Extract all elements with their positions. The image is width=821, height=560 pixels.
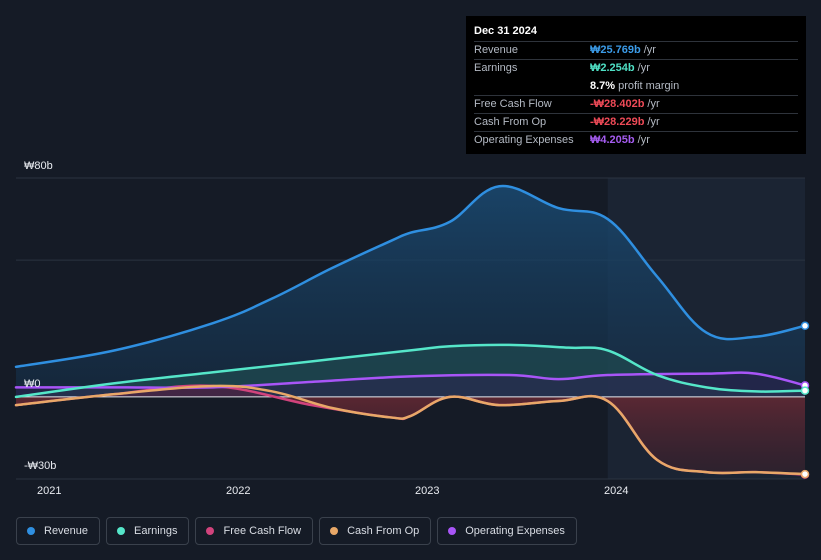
tooltip-value: -₩28.229b xyxy=(590,116,645,128)
chart-legend: Revenue Earnings Free Cash Flow Cash Fro… xyxy=(16,517,577,545)
tooltip-value: -₩28.402b xyxy=(590,98,645,110)
legend-item-cash-from-op[interactable]: Cash From Op xyxy=(319,517,432,545)
x-axis-label-2023: 2023 xyxy=(415,485,440,497)
tooltip-row-cash-from-op: Cash From Op -₩28.229b /yr xyxy=(474,113,798,131)
tooltip-row-free-cash-flow: Free Cash Flow -₩28.402b /yr xyxy=(474,95,798,113)
revenue-line xyxy=(14,184,807,369)
x-axis-label-2021: 2021 xyxy=(37,485,62,497)
legend-label: Operating Expenses xyxy=(465,525,565,537)
x-axis-label-2024: 2024 xyxy=(604,485,629,497)
revenue-end-marker xyxy=(800,321,810,331)
y-axis-label-zero: ₩0 xyxy=(24,378,41,390)
cash-from-op-line xyxy=(14,384,807,476)
legend-label: Revenue xyxy=(44,525,89,537)
cash-from-op-end-marker xyxy=(800,469,810,479)
tooltip-unit: /yr xyxy=(637,62,650,74)
tooltip-value: ₩2.254b xyxy=(590,62,635,74)
tooltip-unit: profit margin xyxy=(618,80,680,92)
tooltip-label: Cash From Op xyxy=(474,116,547,128)
y-axis-label-bottom: -₩30b xyxy=(24,460,57,472)
legend-item-earnings[interactable]: Earnings xyxy=(106,517,190,545)
tooltip-unit: /yr xyxy=(643,44,656,56)
tooltip-value: 8.7% xyxy=(590,80,616,92)
tooltip-date: Dec 31 2024 xyxy=(474,25,537,37)
legend-dot-icon xyxy=(27,527,35,535)
x-axis-label-2022: 2022 xyxy=(226,485,251,497)
tooltip-label: Earnings xyxy=(474,62,518,74)
legend-label: Free Cash Flow xyxy=(223,525,302,537)
operating-expenses-area xyxy=(16,372,805,397)
tooltip-unit: /yr xyxy=(647,116,660,128)
data-tooltip: Dec 31 2024 Revenue ₩25.769b /yr Earning… xyxy=(466,16,806,154)
tooltip-row-profit-margin: 8.7% profit margin xyxy=(474,77,798,95)
tooltip-label: Operating Expenses xyxy=(474,134,574,146)
earnings-end-marker xyxy=(800,386,810,395)
legend-label: Cash From Op xyxy=(347,525,420,537)
chart-area xyxy=(14,177,810,480)
legend-dot-icon xyxy=(448,527,457,535)
tooltip-row-earnings: Earnings ₩2.254b /yr xyxy=(474,59,798,77)
legend-item-operating-expenses[interactable]: Operating Expenses xyxy=(437,517,577,545)
tooltip-unit: /yr xyxy=(647,98,660,110)
tooltip-label: Revenue xyxy=(474,44,519,56)
revenue-area xyxy=(16,185,805,397)
tooltip-value: ₩25.769b xyxy=(590,44,641,56)
tooltip-row-operating-expenses: Operating Expenses ₩4.205b /yr xyxy=(474,131,798,149)
tooltip-value: ₩4.205b xyxy=(590,134,635,146)
legend-dot-icon xyxy=(117,527,126,535)
tooltip-label: Free Cash Flow xyxy=(474,98,552,110)
tooltip-unit: /yr xyxy=(637,134,650,146)
legend-dot-icon xyxy=(206,527,215,535)
legend-item-revenue[interactable]: Revenue xyxy=(16,517,101,545)
legend-label: Earnings xyxy=(134,525,178,537)
legend-item-free-cash-flow[interactable]: Free Cash Flow xyxy=(195,517,314,545)
earnings-line xyxy=(14,343,807,399)
y-axis-label-top: ₩80b xyxy=(24,160,53,172)
tooltip-row-revenue: Revenue ₩25.769b /yr xyxy=(474,41,798,59)
free-cash-flow-area xyxy=(16,385,805,475)
legend-dot-icon xyxy=(330,527,339,535)
tooltip-label xyxy=(474,78,590,95)
